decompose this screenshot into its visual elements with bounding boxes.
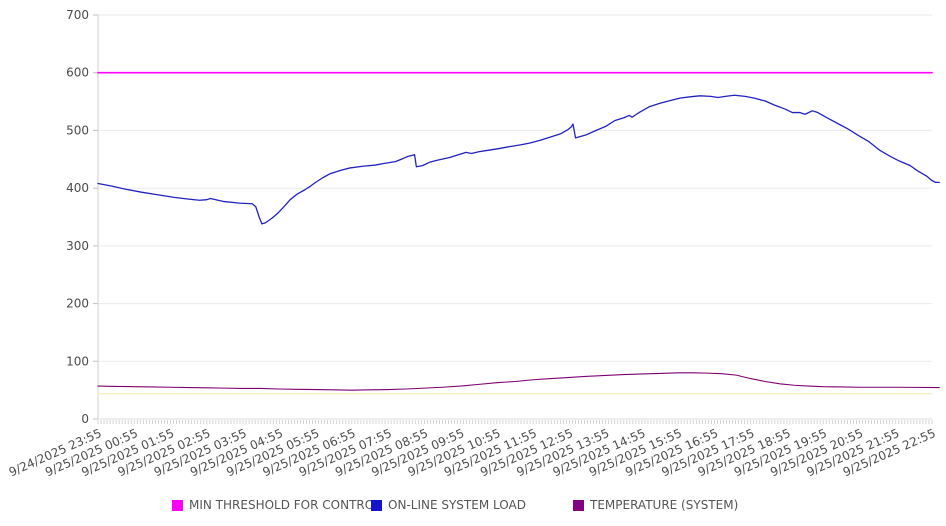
legend-swatch-temperature	[573, 499, 584, 511]
y-tick-label: 300	[66, 239, 89, 253]
legend-label-system-load: ON-LINE SYSTEM LOAD	[388, 498, 526, 512]
y-tick-label: 400	[66, 181, 89, 195]
y-tick-label: 600	[66, 66, 89, 80]
legend-item-system-load[interactable]: ON-LINE SYSTEM LOAD	[371, 498, 526, 512]
legend-label-min-threshold: MIN THRESHOLD FOR CONTROL	[189, 498, 381, 512]
legend-item-temperature[interactable]: TEMPERATURE (SYSTEM)	[573, 498, 738, 512]
legend-swatch-min-threshold	[172, 499, 183, 511]
legend-label-temperature: TEMPERATURE (SYSTEM)	[590, 498, 739, 512]
x-axis-labels: 9/24/2025 23:559/25/2025 00:559/25/2025 …	[7, 426, 938, 479]
y-tick-label: 100	[66, 354, 89, 368]
x-minor-ticks	[97, 420, 933, 424]
series-line-on-line-system-load	[97, 94, 940, 225]
y-axis-labels: 0 100 200 300 400 500 600 700	[66, 8, 89, 426]
series-line-temperature-system-	[97, 372, 940, 391]
y-tick-label: 700	[66, 8, 89, 22]
y-tick-label: 500	[66, 123, 89, 137]
y-gridlines	[93, 14, 932, 420]
y-tick-label: 200	[66, 297, 89, 311]
legend-item-min-threshold[interactable]: MIN THRESHOLD FOR CONTROL	[172, 498, 381, 512]
y-tick-label: 0	[81, 412, 89, 426]
legend-swatch-system-load	[371, 499, 382, 511]
chart-legend: MIN THRESHOLD FOR CONTROL ON-LINE SYSTEM…	[0, 0, 946, 512]
